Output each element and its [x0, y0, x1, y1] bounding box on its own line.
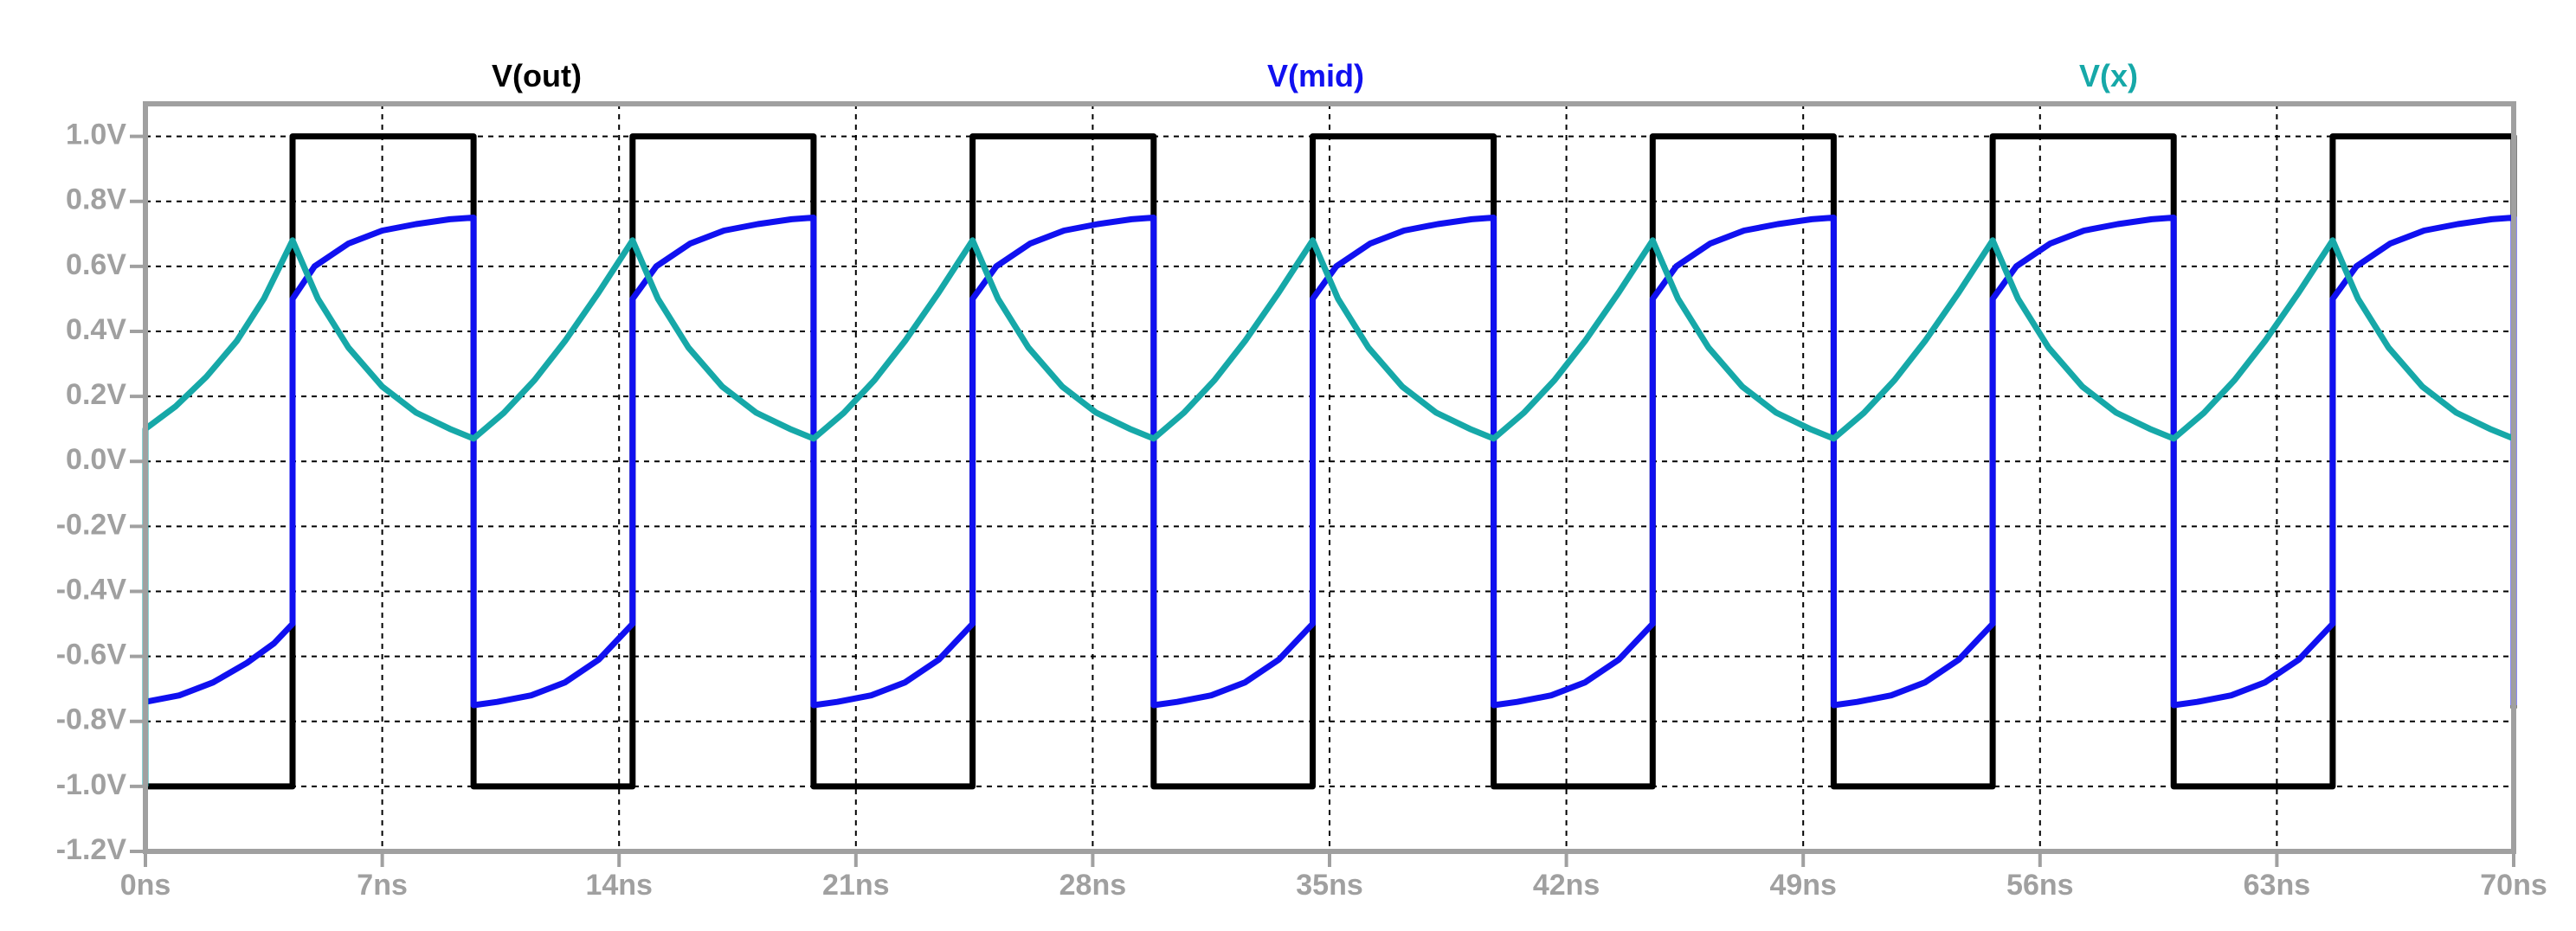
- x-tick-label: 63ns: [2244, 869, 2311, 902]
- x-tick-label: 28ns: [1059, 869, 1127, 902]
- x-tick-label: 42ns: [1533, 869, 1600, 902]
- legend-entry[interactable]: V(out): [492, 58, 582, 93]
- y-tick-label: -1.0V: [56, 768, 127, 801]
- trace-layer: [142, 133, 2517, 790]
- series-line-v-mid[interactable]: [142, 215, 2517, 709]
- x-tick-label: 35ns: [1296, 869, 1363, 902]
- legend-entry[interactable]: V(x): [2079, 58, 2138, 93]
- y-tick-label: 0.4V: [66, 313, 126, 346]
- y-tick-label: 0.0V: [66, 443, 126, 476]
- x-tick-label: 7ns: [357, 869, 408, 902]
- y-tick-label: 1.0V: [66, 119, 126, 151]
- x-axis: 0ns 7ns 14ns 21ns 28ns 35ns 42ns 49ns 56ns 63ns 70…: [120, 851, 2547, 902]
- y-axis: 1.0V 0.8V 0.6V 0.4V 0.2V 0.0V -0.2V -0.4V -0.6V -…: [56, 119, 145, 866]
- y-tick-label: -1.2V: [56, 833, 127, 866]
- x-tick-label: 49ns: [1769, 869, 1837, 902]
- y-tick-label: -0.4V: [56, 573, 127, 606]
- x-tick-label: 0ns: [120, 869, 171, 902]
- series-line-v-x[interactable]: [142, 237, 2515, 787]
- legend: V(out) V(mid) V(x): [492, 58, 2138, 93]
- x-tick-label: 70ns: [2480, 869, 2547, 902]
- x-tick-label: 21ns: [822, 869, 890, 902]
- x-tick-label: 56ns: [2006, 869, 2074, 902]
- y-tick-label: -0.6V: [56, 639, 127, 671]
- legend-entry[interactable]: V(mid): [1267, 58, 1364, 93]
- y-tick-label: 0.2V: [66, 378, 126, 411]
- x-tick-label: 14ns: [585, 869, 653, 902]
- y-tick-label: -0.2V: [56, 508, 127, 541]
- y-tick-label: 0.6V: [66, 248, 126, 281]
- y-tick-label: -0.8V: [56, 703, 127, 736]
- y-tick-label: 0.8V: [66, 183, 126, 216]
